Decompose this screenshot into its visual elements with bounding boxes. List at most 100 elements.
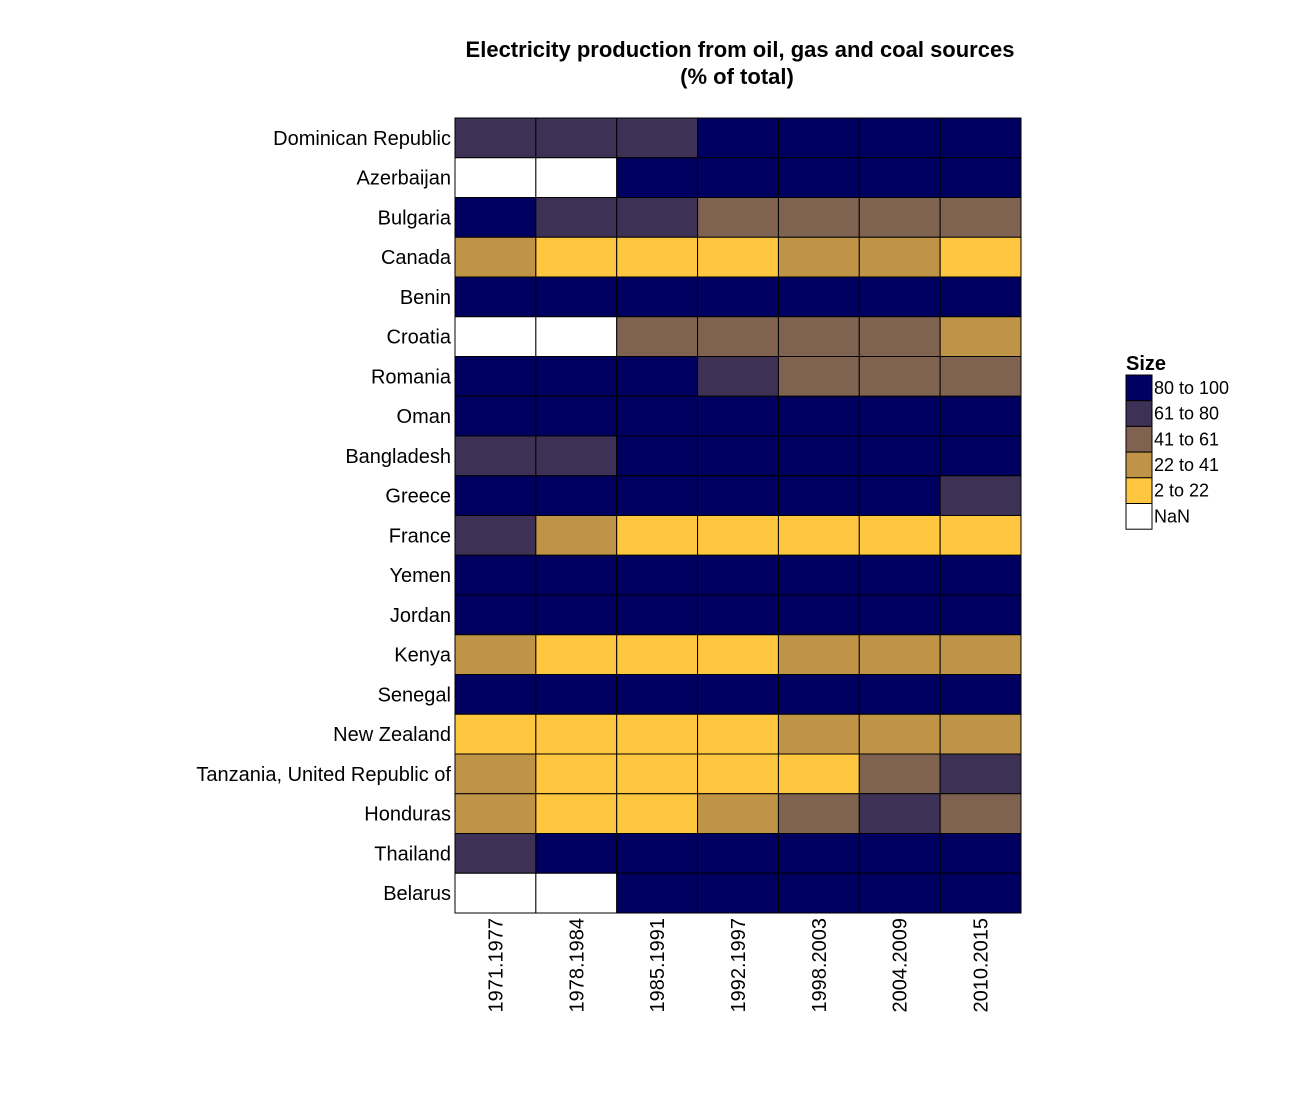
heatmap-cell [616,554,699,596]
heatmap-cell [535,793,618,834]
heatmap-cell [535,117,618,159]
heatmap-cell [616,475,699,516]
heatmap-cell [535,236,618,278]
heatmap-cell [858,276,941,318]
heatmap-cell [697,753,779,795]
heatmap-cell [454,435,537,477]
heatmap-cell [616,117,699,159]
heatmap-cell [616,713,699,755]
heatmap-cell [697,197,779,238]
heatmap-cell [939,435,1022,477]
heatmap-cell [939,157,1022,198]
heatmap-cell [939,197,1022,238]
heatmap-cell [535,515,618,556]
heatmap-cell [454,833,537,874]
heatmap-cell [454,554,537,596]
heatmap-cell [697,554,779,596]
heatmap-cell [697,316,779,357]
heatmap-cell [616,674,699,715]
heatmap-cell [535,435,618,477]
legend-title: Size [1126,353,1166,375]
heatmap-cell [858,713,941,755]
heatmap-cell [616,594,699,636]
heatmap-cell [858,515,941,556]
heatmap-cell [858,395,941,437]
y-tick-label: Croatia [387,327,452,349]
heatmap-cell [697,395,779,437]
heatmap-cell [939,833,1022,874]
heatmap-cell [777,157,860,198]
heatmap-cell [697,435,779,477]
heatmap-cell [858,634,941,675]
x-tick-label: 1971.1977 [485,918,507,1013]
y-tick-label: Azerbaijan [356,168,451,190]
heatmap-cell [535,395,618,437]
heatmap-cell [858,475,941,516]
x-tick-label: 1998.2003 [809,918,831,1013]
heatmap-cell [454,872,537,914]
heatmap-cell [777,475,860,516]
heatmap-cell [939,276,1022,318]
heatmap-cell [535,753,618,795]
x-tick-label: 2004.2009 [890,918,912,1013]
legend-swatch [1125,425,1153,453]
heatmap-cell [858,833,941,874]
heatmap-cell [858,554,941,596]
heatmap-cell [616,435,699,477]
heatmap-cell [939,594,1022,636]
y-tick-label: Oman [397,406,451,428]
y-tick-label: New Zealand [333,724,451,746]
heatmap-cell [939,475,1022,516]
heatmap-cell [535,713,618,755]
heatmap-cell [777,674,860,715]
heatmap-cell [697,475,779,516]
heatmap-cell [858,872,941,914]
heatmap-cell [535,316,618,357]
chart-title: Electricity production from oil, gas and… [466,37,1015,62]
heatmap-cell [454,515,537,556]
heatmap-cell [616,276,699,318]
heatmap-cell [535,356,618,397]
heatmap-cell [535,594,618,636]
y-tick-label: Honduras [364,804,451,826]
heatmap-cell [616,833,699,874]
heatmap-cell [777,713,860,755]
heatmap-cell [697,515,779,556]
legend: Size 80 to 100 61 to 80 41 to 61 22 to 41 2 … [1125,353,1229,530]
legend-swatch [1125,503,1153,530]
heatmap-cell [858,793,941,834]
heatmap-cell [777,594,860,636]
legend-label: 61 to 80 [1154,404,1219,424]
heatmap-cell [697,674,779,715]
heatmap-cell [454,753,537,795]
legend-label: 2 to 22 [1154,481,1209,501]
heatmap-cell [939,872,1022,914]
y-tick-label: Yemen [389,565,451,587]
heatmap-cell [858,435,941,477]
heatmap-cell [535,197,618,238]
heatmap-cell [939,236,1022,278]
heatmap-cell [616,634,699,675]
y-tick-label: Romania [371,366,452,388]
heatmap-cell [777,316,860,357]
y-tick-label: Senegal [378,684,451,706]
heatmap-cell [454,674,537,715]
heatmap-cell [454,594,537,636]
y-tick-label: Benin [400,287,451,309]
legend-swatch [1125,400,1153,427]
heatmap-cell [616,197,699,238]
heatmap-cell [616,515,699,556]
heatmap-cell [616,236,699,278]
heatmap-cell [697,833,779,874]
heatmap-cell [697,356,779,397]
heatmap-cell [454,793,537,834]
heatmap-cell [777,634,860,675]
x-tick-label: 1985.1991 [647,918,669,1013]
x-tick-label: 1978.1984 [566,918,588,1013]
y-tick-label: Greece [385,486,451,508]
heatmap-cell [939,515,1022,556]
legend-label: NaN [1154,506,1190,526]
heatmap-cell [939,395,1022,437]
heatmap-cell [697,594,779,636]
legend-swatch [1125,374,1153,402]
